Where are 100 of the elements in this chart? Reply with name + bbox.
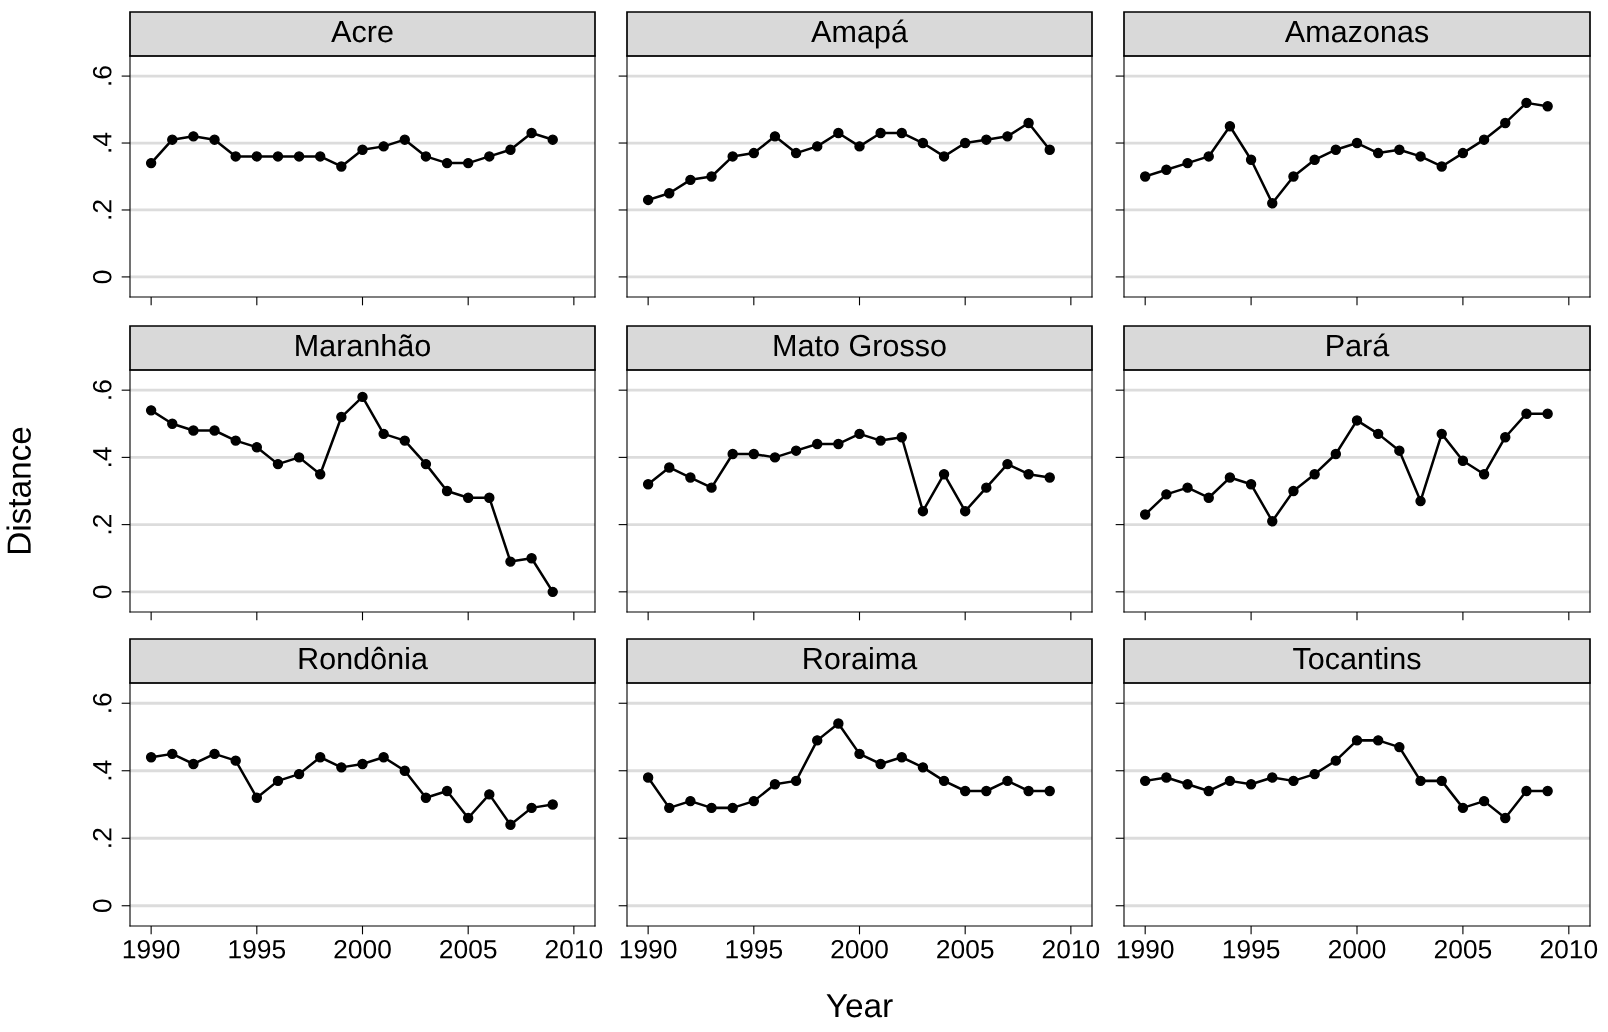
point (293, 452, 305, 463)
point (399, 134, 410, 145)
point (1372, 147, 1384, 159)
x-axis-title: Year (826, 994, 893, 1018)
point (1023, 468, 1034, 480)
point (790, 775, 802, 787)
point (959, 137, 971, 149)
point (315, 752, 326, 763)
point (336, 411, 347, 423)
point (938, 468, 950, 480)
point (1288, 171, 1299, 182)
chart-title: Pará (1327, 333, 1390, 357)
point (664, 188, 675, 199)
point (1309, 468, 1320, 480)
point (399, 765, 410, 776)
y-axis-title: Distance (6, 427, 31, 554)
point (251, 442, 263, 453)
point (547, 799, 558, 810)
point (1542, 100, 1553, 112)
point (981, 785, 992, 797)
point (875, 127, 886, 139)
point (293, 151, 305, 162)
point (145, 752, 157, 763)
point (1394, 445, 1405, 456)
x-tick-label: 2000 (334, 939, 391, 959)
point (875, 758, 886, 770)
point (706, 802, 717, 814)
point (1182, 157, 1193, 169)
y-tick-label: .6 (92, 380, 112, 399)
chart-title: Maranhão (296, 333, 431, 357)
point (230, 755, 241, 766)
point (1309, 154, 1320, 165)
point (685, 174, 696, 186)
point (526, 802, 537, 814)
x-tick-label: 1990 (123, 939, 180, 959)
point (293, 768, 305, 780)
x-tick-label: 2000 (831, 939, 888, 959)
point (790, 445, 802, 456)
point (378, 752, 389, 763)
point (188, 131, 199, 142)
point (748, 147, 760, 159)
point (959, 505, 971, 517)
point (685, 472, 696, 483)
point (1182, 779, 1193, 790)
point (1044, 472, 1055, 483)
point (1002, 131, 1013, 142)
point (664, 462, 675, 473)
chart-title: Roraima (804, 646, 918, 670)
point (1457, 455, 1469, 466)
point (706, 482, 717, 493)
point (790, 147, 802, 159)
y-tick-label: .6 (92, 66, 112, 85)
point (167, 134, 178, 145)
point (812, 735, 823, 746)
point (1351, 735, 1363, 746)
point (896, 432, 907, 443)
point (230, 151, 241, 162)
point (526, 127, 537, 139)
point (1478, 134, 1490, 145)
point (1023, 785, 1034, 797)
point (1044, 785, 1055, 797)
point (1372, 428, 1384, 440)
point (462, 492, 474, 503)
chart-title: Amapá (811, 19, 908, 49)
x-tick-label: 2005 (937, 939, 994, 959)
point (1203, 492, 1214, 503)
point (685, 795, 696, 807)
point (769, 452, 781, 463)
point (875, 435, 886, 446)
point (336, 762, 347, 773)
point (420, 458, 432, 470)
point (1436, 775, 1447, 787)
point (896, 127, 907, 139)
point (642, 479, 654, 490)
chart-title: Mato Grosso (774, 334, 946, 357)
x-tick-label: 1995 (726, 939, 783, 959)
point (769, 131, 781, 142)
point (748, 448, 760, 460)
point (1161, 489, 1172, 500)
chart-title: Tocantins (1293, 646, 1421, 670)
point (1139, 775, 1151, 787)
x-tick-label: 2010 (1042, 939, 1100, 959)
point (1521, 97, 1532, 109)
point (1394, 741, 1405, 753)
point (1267, 516, 1278, 527)
point (1330, 144, 1342, 155)
point (272, 775, 284, 787)
point (547, 586, 558, 598)
point (378, 428, 389, 440)
point (1203, 785, 1214, 797)
y-tick-label: .4 (93, 447, 112, 466)
x-tick-label: 2005 (1434, 939, 1492, 959)
point (1161, 164, 1172, 176)
point (1436, 161, 1447, 172)
point (1224, 472, 1236, 483)
point (833, 127, 844, 139)
chart-title: Amazonas (1284, 21, 1429, 43)
chart-title: Acre (331, 21, 393, 43)
point (1288, 485, 1299, 497)
point (1500, 117, 1511, 129)
